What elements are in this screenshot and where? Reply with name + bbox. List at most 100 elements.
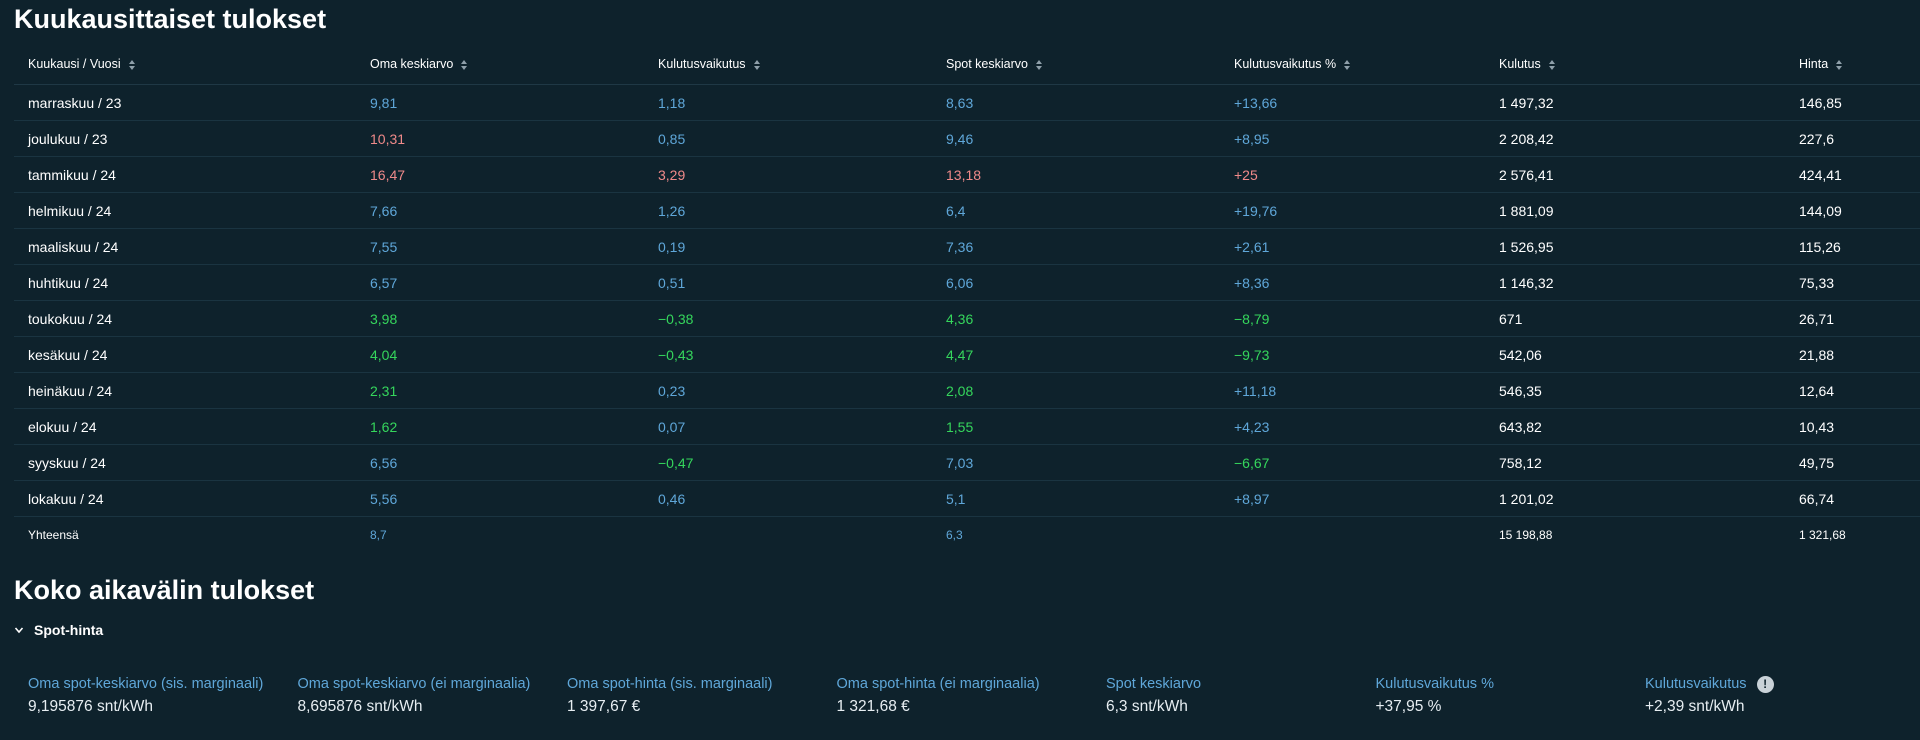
table-cell: +4,23 [1220, 408, 1485, 445]
column-header[interactable]: Kulutusvaikutus [644, 44, 932, 85]
table-cell: 424,41 [1785, 156, 1920, 193]
table-cell: 7,66 [356, 192, 644, 229]
table-cell: 0,07 [644, 408, 932, 445]
sort-icon[interactable] [1343, 59, 1351, 71]
table-cell: heinäkuu / 24 [14, 372, 356, 409]
summary-stat-label-row: Oma spot-hinta (ei marginaalia) [837, 674, 1107, 694]
table-cell: 0,23 [644, 372, 932, 409]
column-header[interactable]: Kulutus [1485, 44, 1785, 85]
summary-stat-value: 8,695876 snt/kWh [297, 698, 423, 715]
summary-stat: Kulutusvaikutus % +37,95 % [1376, 674, 1646, 716]
table-row: maaliskuu / 24 7,55 0,19 7,36 +2,61 1 526,95 1… [14, 228, 1920, 265]
table-cell: 6,56 [356, 444, 644, 481]
sort-icon[interactable] [1548, 59, 1556, 71]
monthly-results-title: Kuukausittaiset tulokset [14, 4, 327, 34]
table-cell: syyskuu / 24 [14, 444, 356, 481]
column-header[interactable]: Kulutusvaikutus % [1220, 44, 1485, 85]
table-cell: 1 497,32 [1485, 84, 1785, 121]
table-cell: 6,57 [356, 264, 644, 301]
table-cell: +25 [1220, 156, 1485, 193]
column-header[interactable]: Hinta [1785, 44, 1920, 85]
table-cell: 9,81 [356, 84, 644, 121]
table-cell: −0,47 [644, 444, 932, 481]
table-cell: 227,6 [1785, 120, 1920, 157]
table-cell: 1 201,02 [1485, 480, 1785, 517]
table-header-row: Kuukausi / Vuosi Oma keskiarvo Kulutusvaik… [14, 44, 1920, 85]
summary-stat-label: Oma spot-keskiarvo (ei marginaalia) [297, 676, 531, 692]
sort-icon[interactable] [128, 59, 136, 71]
monthly-results-table: Kuukausi / Vuosi Oma keskiarvo Kulutusvaik… [14, 44, 1920, 553]
table-cell: 146,85 [1785, 84, 1920, 121]
summary-stat-label-row: Spot keskiarvo [1106, 674, 1376, 694]
column-header-label: Kulutusvaikutus [658, 57, 746, 71]
table-cell: 4,47 [932, 336, 1220, 373]
summary-stat-label-row: Oma spot-hinta (sis. marginaali) [567, 674, 837, 694]
table-cell: 7,36 [932, 228, 1220, 265]
column-header-label: Oma keskiarvo [370, 57, 454, 71]
column-header[interactable]: Spot keskiarvo [932, 44, 1220, 85]
spot-price-expander[interactable]: Spot-hinta [14, 622, 103, 638]
table-cell: 10,43 [1785, 408, 1920, 445]
table-cell: −8,79 [1220, 300, 1485, 337]
column-header-label: Kulutus [1499, 57, 1541, 71]
summary-stat-value: +37,95 % [1375, 698, 1442, 715]
overall-results-title: Koko aikavälin tulokset [14, 575, 315, 605]
table-cell: −0,38 [644, 300, 932, 337]
sort-icon[interactable] [753, 59, 761, 71]
table-cell: 16,47 [356, 156, 644, 193]
summary-stat-label: Kulutusvaikutus [1645, 676, 1747, 692]
table-cell: lokakuu / 24 [14, 480, 356, 517]
sort-icon[interactable] [460, 59, 468, 71]
table-cell: +8,97 [1220, 480, 1485, 517]
table-cell: −9,73 [1220, 336, 1485, 373]
table-cell: 9,46 [932, 120, 1220, 157]
table-cell: 3,29 [644, 156, 932, 193]
chevron-down-icon [14, 627, 24, 634]
summary-stat: Oma spot-keskiarvo (sis. marginaali) 9,19… [28, 674, 298, 716]
info-icon[interactable]: ! [1756, 675, 1774, 693]
column-header[interactable]: Oma keskiarvo [356, 44, 644, 85]
summary-stat: Oma spot-hinta (sis. marginaali) 1 397,67… [567, 674, 837, 716]
spot-price-section-label: Spot-hinta [34, 622, 104, 638]
summary-stat-value: 1 321,68 € [836, 698, 910, 715]
table-cell: 542,06 [1485, 336, 1785, 373]
summary-stat-label: Oma spot-keskiarvo (sis. marginaali) [28, 676, 264, 692]
table-cell: 10,31 [356, 120, 644, 157]
summary-stat-label: Oma spot-hinta (sis. marginaali) [567, 676, 773, 692]
total-cell: Yhteensä [28, 528, 79, 542]
table-cell: −0,43 [644, 336, 932, 373]
column-header-label: Kulutusvaikutus % [1234, 57, 1337, 71]
column-header[interactable]: Kuukausi / Vuosi [14, 44, 356, 85]
table-cell: 3,98 [356, 300, 644, 337]
summary-stat-label-row: Oma spot-keskiarvo (ei marginaalia) [298, 674, 568, 694]
sort-icon[interactable] [1035, 59, 1043, 71]
table-cell: 758,12 [1485, 444, 1785, 481]
summary-stat-value: 1 397,67 € [567, 698, 641, 715]
table-cell: 5,56 [356, 480, 644, 517]
summary-stat-value: +2,39 snt/kWh [1645, 698, 1745, 715]
table-cell: maaliskuu / 24 [14, 228, 356, 265]
table-cell: 8,63 [932, 84, 1220, 121]
table-cell: 643,82 [1485, 408, 1785, 445]
table-cell: toukokuu / 24 [14, 300, 356, 337]
summary-stat: Spot keskiarvo 6,3 snt/kWh [1106, 674, 1376, 716]
table-cell: +8,95 [1220, 120, 1485, 157]
table-cell: tammikuu / 24 [14, 156, 356, 193]
summary-stat: Oma spot-hinta (ei marginaalia) 1 321,68 … [837, 674, 1107, 716]
total-cell [644, 517, 932, 554]
table-cell: 0,46 [644, 480, 932, 517]
table-cell: 0,19 [644, 228, 932, 265]
summary-stat-label-row: Kulutusvaikutus! [1645, 674, 1915, 694]
table-cell: joulukuu / 23 [14, 120, 356, 157]
table-cell: 49,75 [1785, 444, 1920, 481]
sort-icon[interactable] [1835, 59, 1843, 71]
table-row: joulukuu / 23 10,31 0,85 9,46 +8,95 2 208,42 2… [14, 120, 1920, 157]
table-cell: marraskuu / 23 [14, 84, 356, 121]
table-cell: elokuu / 24 [14, 408, 356, 445]
table-row: marraskuu / 23 9,81 1,18 8,63 +13,66 1 497,32… [14, 84, 1920, 121]
table-cell: 2 208,42 [1485, 120, 1785, 157]
total-cell: 15 198,88 [1499, 528, 1553, 542]
table-cell: 671 [1485, 300, 1785, 337]
table-cell: 7,03 [932, 444, 1220, 481]
table-cell: 4,04 [356, 336, 644, 373]
